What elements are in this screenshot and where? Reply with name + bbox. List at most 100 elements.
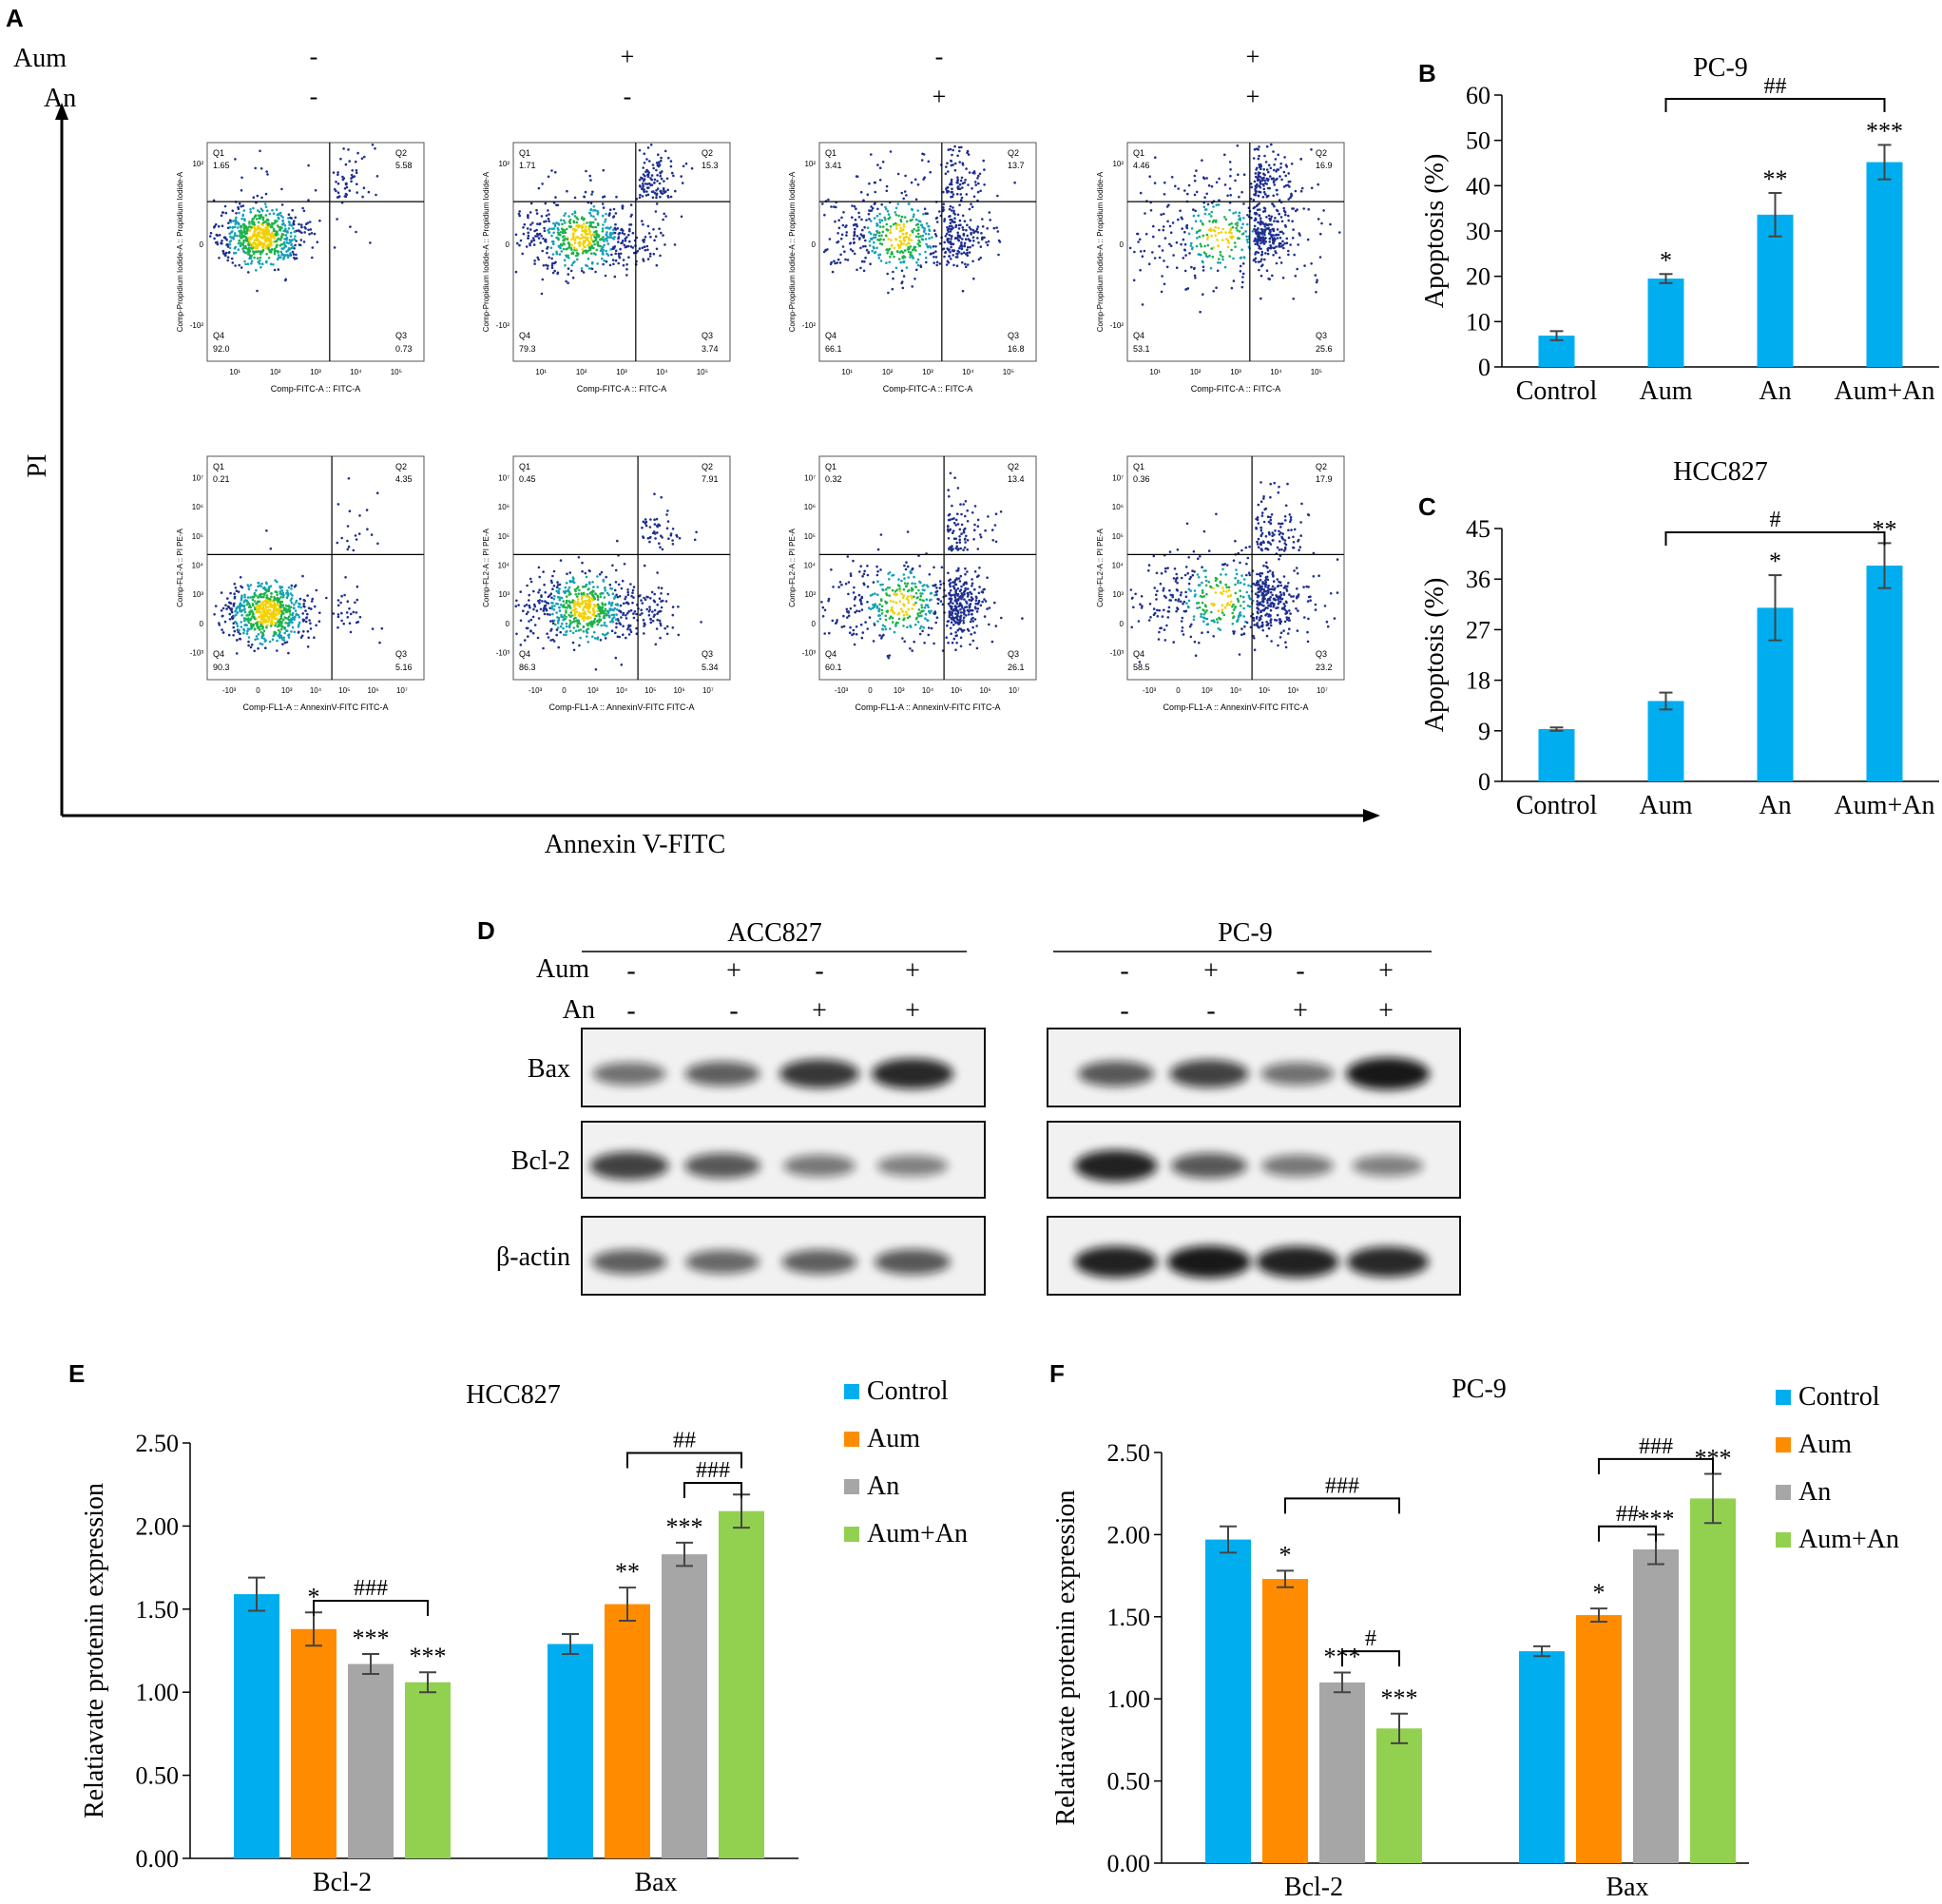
flow-event-dot xyxy=(1251,230,1255,233)
x-tick-label: 10³ xyxy=(922,368,933,376)
flow-event-dot xyxy=(1232,257,1235,260)
flow-event-dot xyxy=(269,585,273,587)
flow-event-dot xyxy=(953,594,956,597)
flow-event-dot xyxy=(858,598,862,602)
flow-event-dot xyxy=(949,251,952,254)
flow-event-dot xyxy=(286,625,290,627)
flow-event-dot xyxy=(589,202,593,205)
flow-event-dot xyxy=(218,257,221,260)
flow-event-dot xyxy=(1254,192,1258,196)
flow-event-dot xyxy=(606,252,608,256)
flow-event-dot xyxy=(1252,259,1256,262)
flow-event-dot xyxy=(1163,193,1166,196)
flow-event-dot xyxy=(1138,238,1142,241)
flow-event-dot xyxy=(273,596,276,599)
flow-event-dot xyxy=(1168,242,1171,246)
flow-event-dot xyxy=(234,222,237,225)
flow-event-dot xyxy=(660,231,663,235)
treatment-sign-aum-4: + xyxy=(1246,43,1260,70)
flow-event-dot xyxy=(1257,231,1260,235)
flow-event-dot xyxy=(1258,171,1260,175)
flow-event-dot xyxy=(823,213,826,217)
flow-event-dot xyxy=(909,256,912,259)
flow-event-dot xyxy=(971,625,974,629)
flow-event-dot xyxy=(313,636,316,639)
flow-event-dot xyxy=(660,592,663,595)
flow-event-dot xyxy=(1139,268,1142,272)
flow-event-dot xyxy=(906,582,910,586)
flow-event-dot xyxy=(865,248,869,252)
flow-event-dot xyxy=(908,202,911,205)
flow-event-dot xyxy=(1273,163,1276,166)
flow-event-dot xyxy=(280,589,284,592)
flow-event-dot xyxy=(295,253,298,257)
flow-event-dot xyxy=(671,626,675,629)
flow-event-dot xyxy=(523,222,527,226)
flow-event-dot xyxy=(963,546,967,549)
flow-y-axis-label: Comp-Propidium Iodide-A :: Propidium Iod… xyxy=(1096,171,1105,332)
flow-event-dot xyxy=(895,238,898,241)
flow-event-dot xyxy=(285,641,289,644)
flow-event-dot xyxy=(846,616,849,619)
flow-x-axis-label: Comp-FL1-A :: AnnexinV-FITC FITC-A xyxy=(548,702,694,712)
flow-event-dot xyxy=(828,238,832,240)
flow-event-dot xyxy=(245,603,249,606)
flow-event-dot xyxy=(226,597,229,600)
flow-event-dot xyxy=(287,633,291,636)
flow-event-dot xyxy=(892,611,895,614)
flow-event-dot xyxy=(948,512,952,516)
flow-event-dot xyxy=(649,535,652,539)
flow-event-dot xyxy=(259,627,261,631)
flow-event-dot xyxy=(1151,251,1154,254)
flow-event-dot xyxy=(956,231,959,235)
flow-event-dot xyxy=(560,613,563,617)
flow-event-dot xyxy=(580,269,584,273)
flow-event-dot xyxy=(911,596,913,600)
flow-event-dot xyxy=(318,611,321,614)
flow-event-dot xyxy=(529,618,533,622)
flow-event-dot xyxy=(966,234,969,238)
flow-event-dot xyxy=(1158,244,1161,248)
flow-event-dot xyxy=(884,627,888,631)
flow-event-dot xyxy=(578,644,581,647)
flow-event-dot xyxy=(660,156,663,160)
flow-event-dot xyxy=(658,619,662,623)
flow-event-dot xyxy=(541,249,544,253)
flow-event-dot xyxy=(228,219,232,222)
flow-event-dot xyxy=(831,270,835,274)
flow-x-axis-label: Comp-FITC-A :: FITC-A xyxy=(577,384,667,394)
flow-event-dot xyxy=(648,160,651,163)
flow-event-dot xyxy=(938,262,942,265)
flow-event-dot xyxy=(939,583,942,587)
flow-event-dot xyxy=(884,614,887,618)
flow-event-dot xyxy=(611,617,614,621)
flow-event-dot xyxy=(573,229,577,233)
flow-event-dot xyxy=(1264,252,1267,255)
flow-event-dot xyxy=(615,622,618,625)
y-tick-label: 10⁷ xyxy=(804,473,816,482)
flow-event-dot xyxy=(537,566,541,569)
flow-event-dot xyxy=(617,583,621,587)
flow-event-dot xyxy=(594,668,598,671)
flow-event-dot xyxy=(632,596,635,599)
flow-event-dot xyxy=(951,195,954,199)
flow-event-dot xyxy=(1273,183,1277,186)
flow-event-dot xyxy=(564,221,567,224)
flow-event-dot xyxy=(916,263,920,267)
flow-event-dot xyxy=(584,602,586,605)
flow-event-dot xyxy=(921,238,925,241)
flow-event-dot xyxy=(1234,179,1237,183)
flow-event-dot xyxy=(252,206,255,210)
flow-event-dot xyxy=(659,254,662,258)
y-tick-label: 10³ xyxy=(804,590,816,599)
flow-event-dot xyxy=(947,571,950,575)
flow-event-dot xyxy=(933,593,936,597)
flow-event-dot xyxy=(616,635,620,639)
treatment-sign-an-1: - xyxy=(310,83,318,110)
flow-event-dot xyxy=(244,262,247,266)
flow-y-axis-label: Comp-FL2-A :: PI PE-A xyxy=(482,528,490,606)
flow-event-dot xyxy=(857,238,861,240)
flow-event-dot xyxy=(656,531,659,534)
flow-event-dot xyxy=(623,233,626,236)
flow-event-dot xyxy=(870,209,874,212)
